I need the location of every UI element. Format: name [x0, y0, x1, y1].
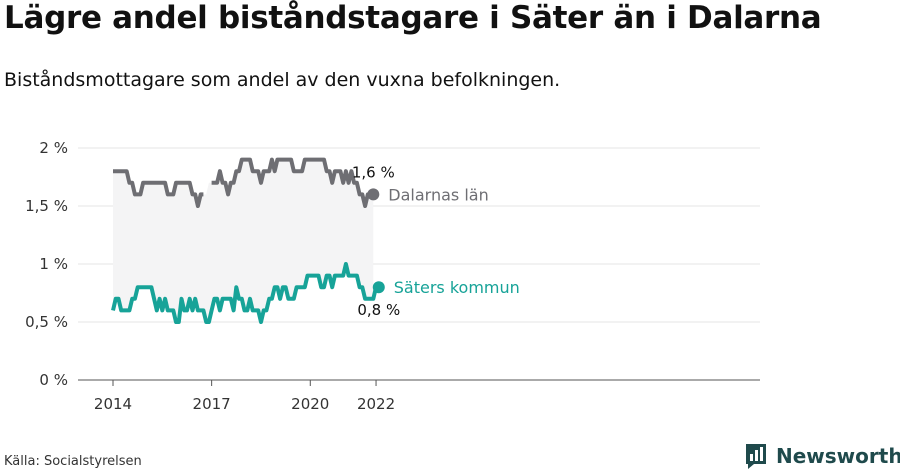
- chart-subtitle: Biståndsmottagare som andel av den vuxna…: [4, 69, 561, 91]
- series-end-point-saters-kommun: [372, 281, 385, 294]
- y-tick-label: 1,5 %: [25, 197, 68, 215]
- chart-title: Lägre andel biståndstagare i Säter än i …: [4, 0, 822, 36]
- series-line-saters-kommun: [111, 262, 379, 324]
- y-tick-label: 2 %: [39, 139, 68, 157]
- series-end-value-saters-kommun: 0,8 %: [357, 301, 400, 319]
- series-label-saters-kommun: Säters kommun: [394, 278, 520, 297]
- brand-logo[interactable]: Newsworthy: [744, 441, 900, 471]
- series-end-value-dalarnas-lan: 1,6 %: [352, 163, 395, 181]
- x-tick-label: 2014: [94, 395, 132, 413]
- newsworthy-logo-icon: [744, 442, 768, 470]
- x-tick-label: 2020: [291, 395, 329, 413]
- y-tick-label: 0 %: [39, 371, 68, 389]
- x-tick-label: 2017: [193, 395, 231, 413]
- series-line-dalarnas-lan: [113, 157, 374, 208]
- y-tick-label: 1 %: [39, 255, 68, 273]
- x-tick-label: 2022: [357, 395, 395, 413]
- range-band: [113, 159, 374, 322]
- y-tick-label: 0,5 %: [25, 313, 68, 331]
- source-note: Källa: Socialstyrelsen: [4, 454, 142, 469]
- series-end-point-dalarnas-lan: [367, 188, 380, 201]
- series-label-dalarnas-lan: Dalarnas län: [388, 185, 488, 204]
- brand-name: Newsworthy: [776, 444, 900, 468]
